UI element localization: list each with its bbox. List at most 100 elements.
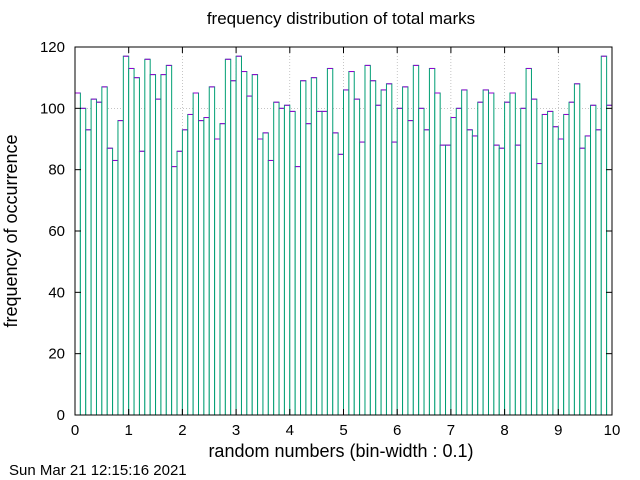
histogram-bar — [418, 107, 425, 416]
x-tick-label: 3 — [232, 422, 240, 439]
histogram-bar — [600, 55, 608, 416]
histogram-bar — [176, 150, 183, 416]
histogram-bar — [396, 107, 404, 416]
histogram-bar — [85, 129, 92, 416]
histogram-bar — [112, 159, 119, 416]
histogram-bar — [590, 104, 597, 416]
histogram-bar — [445, 144, 452, 416]
histogram-bar — [133, 77, 140, 416]
histogram-bar — [337, 153, 345, 416]
histogram-bar — [257, 138, 264, 416]
histogram-bar — [450, 117, 457, 416]
histogram-bar — [466, 129, 473, 416]
histogram-bar — [283, 104, 291, 416]
y-tick-label: 20 — [48, 346, 65, 363]
histogram-bar — [471, 135, 479, 416]
histogram-bar — [348, 71, 355, 416]
histogram-bar — [552, 126, 559, 416]
histogram-bar — [144, 58, 151, 416]
histogram-bar — [240, 71, 248, 416]
x-tick-label: 10 — [604, 422, 621, 439]
histogram-bar — [568, 101, 575, 416]
histogram-bar — [541, 113, 549, 416]
histogram-bar — [278, 107, 285, 416]
histogram-bar — [95, 101, 103, 416]
histogram-bar — [273, 101, 280, 416]
x-tick-label: 4 — [286, 422, 294, 439]
histogram-bar — [606, 104, 613, 416]
histogram-bar — [219, 123, 226, 416]
chart-title: frequency distribution of total marks — [207, 9, 475, 28]
histogram-bar — [482, 89, 489, 416]
x-tick-label: 1 — [125, 422, 133, 439]
y-tick-label: 40 — [48, 284, 65, 301]
histogram-bar — [504, 101, 511, 416]
histogram-bar — [514, 144, 522, 416]
histogram-bar — [498, 147, 506, 416]
histogram-bar — [353, 98, 361, 416]
y-tick-label: 0 — [57, 407, 65, 424]
x-tick-label: 7 — [447, 422, 455, 439]
histogram-bar — [428, 67, 436, 416]
histogram-bar — [547, 110, 554, 416]
histogram-bar — [326, 67, 334, 416]
histogram-bar — [214, 138, 221, 416]
histogram-bar — [289, 110, 296, 416]
histogram-bar — [332, 132, 339, 416]
x-tick-label: 2 — [178, 422, 186, 439]
histogram-bar — [461, 89, 468, 416]
histogram-bar — [321, 110, 328, 416]
histogram-bar — [573, 83, 581, 416]
y-tick-label: 120 — [40, 39, 65, 56]
histogram-bar — [423, 129, 430, 416]
histogram-bar — [74, 92, 81, 416]
histogram-bar — [251, 74, 259, 416]
histogram-bar — [149, 74, 157, 416]
histogram-bar — [138, 150, 146, 416]
histogram-bar — [122, 55, 130, 416]
histogram-bar — [359, 141, 366, 416]
x-tick-label: 0 — [71, 422, 79, 439]
histogram-bar — [530, 98, 538, 416]
histogram-bar — [455, 107, 463, 416]
histogram-bar — [165, 64, 173, 416]
histogram-bar — [246, 95, 253, 416]
histogram-bar — [343, 89, 350, 416]
histogram-bar — [402, 86, 409, 416]
histogram-bar — [101, 86, 108, 416]
bar-series — [74, 55, 613, 416]
x-tick-label: 9 — [554, 422, 562, 439]
histogram-bar — [230, 80, 237, 416]
histogram-bar — [477, 101, 484, 416]
histogram-bar — [198, 120, 205, 416]
histogram-bar — [192, 92, 200, 416]
histogram-bar — [557, 138, 565, 416]
histogram-bar — [171, 166, 178, 416]
histogram-bar — [267, 159, 275, 416]
histogram-bar — [369, 80, 377, 416]
histogram-bar — [520, 107, 527, 416]
histogram-bar — [487, 92, 495, 416]
histogram-bar — [294, 166, 302, 416]
histogram-bar — [316, 110, 323, 416]
histogram-bar — [439, 144, 447, 416]
histogram-bar — [90, 98, 97, 416]
histogram-bar — [563, 113, 570, 416]
x-tick-label: 6 — [393, 422, 401, 439]
histogram-bar — [536, 163, 543, 416]
histogram-bar — [155, 98, 162, 416]
histogram-bar — [235, 55, 242, 416]
histogram-bar — [493, 144, 500, 416]
histogram-bar — [224, 58, 232, 416]
histogram-bar — [305, 123, 312, 416]
histogram-bar — [380, 89, 387, 416]
x-tick-label: 8 — [500, 422, 508, 439]
histogram-bar — [160, 74, 167, 416]
histogram-bar — [579, 147, 586, 416]
histogram-bar — [525, 67, 532, 416]
histogram-bar — [187, 113, 194, 416]
histogram-bar — [106, 147, 114, 416]
histogram-bar — [391, 141, 398, 416]
